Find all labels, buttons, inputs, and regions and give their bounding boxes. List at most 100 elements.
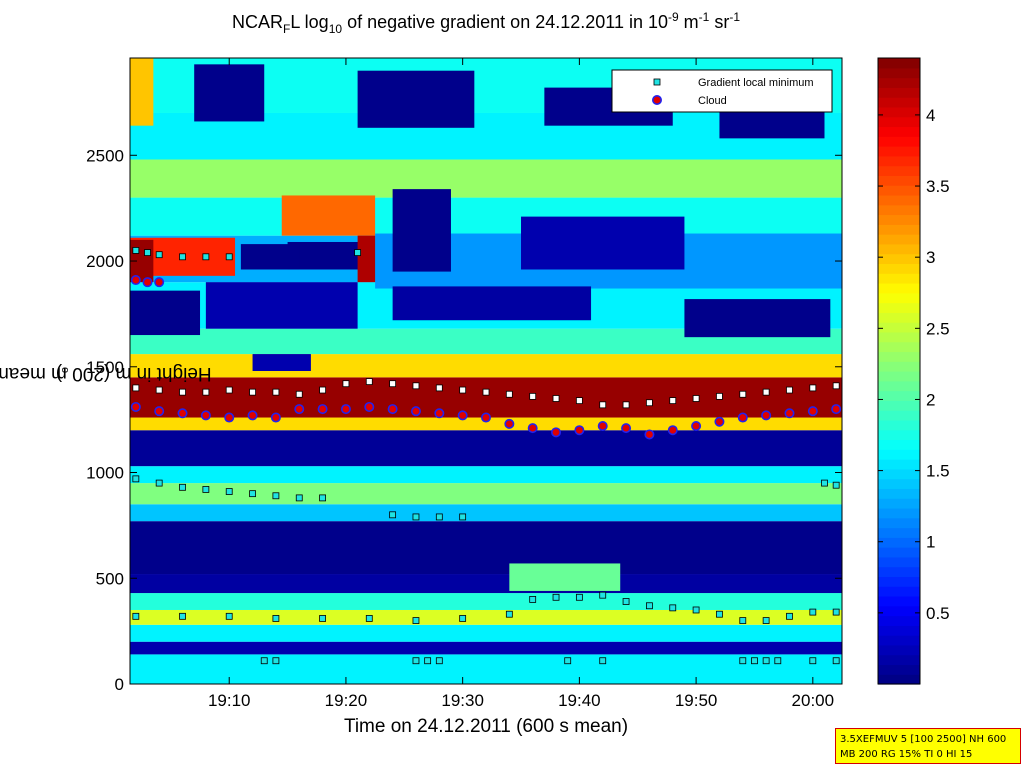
- heatmap: [130, 58, 842, 684]
- cloud-point: [387, 404, 398, 415]
- series-1: [130, 401, 842, 440]
- colorbar-segment: [878, 58, 920, 69]
- colorbar-segment: [878, 126, 920, 137]
- colorbar-segment: [878, 194, 920, 206]
- colorbar-segment: [878, 273, 920, 284]
- heatmap-band-10: [130, 430, 842, 467]
- cloud-point: [142, 277, 153, 288]
- colorbar-segment: [878, 507, 920, 519]
- gradient-min-point: [144, 249, 151, 256]
- y-tick-label: 500: [96, 569, 124, 588]
- gradient-min-point: [716, 610, 723, 618]
- colorbar-tick-label: 3.5: [926, 177, 950, 196]
- colorbar-segment: [878, 576, 920, 587]
- heatmap-band-8: [130, 483, 842, 505]
- heatmap-patch-11: [357, 70, 475, 128]
- plot-frame: [129, 57, 843, 685]
- cloud-point: [551, 427, 562, 438]
- gradient-min-point: [459, 615, 467, 622]
- x-tick-label: 19:40: [558, 691, 601, 710]
- gradient-min-point: [669, 604, 677, 612]
- colorbar-segment: [878, 351, 920, 362]
- colorbar-segment: [878, 77, 920, 88]
- x-tick-label: 20:00: [792, 691, 835, 710]
- colorbar-segment: [878, 439, 920, 450]
- gradient-min-point: [412, 657, 420, 665]
- gradient-min-point: [622, 401, 630, 409]
- heatmap-band-5: [130, 574, 842, 594]
- cloud-point: [130, 401, 141, 412]
- gradient-min-point: [762, 617, 770, 624]
- colorbar-segment: [878, 419, 920, 431]
- cloud-point: [154, 277, 165, 288]
- colorbar: 0.5 1 1.5 2 2.5 3 3.5 4: [877, 57, 950, 685]
- colorbar-segment: [878, 204, 920, 216]
- heatmap-band-7: [130, 504, 842, 522]
- colorbar-segment: [878, 106, 920, 118]
- cloud-point: [294, 404, 305, 415]
- gradient-min-point: [809, 384, 817, 392]
- cloud-point: [317, 404, 328, 415]
- title-part-5: sr: [709, 12, 730, 32]
- gradient-min-point: [179, 388, 186, 396]
- gradient-min-point: [762, 388, 770, 396]
- gradient-min-point: [459, 513, 467, 521]
- gradient-min-point: [272, 388, 280, 396]
- axes: 19:10 19:20 19:30 19:40 19:50 20:00 0 500 1000 15…: [86, 58, 842, 710]
- colorbar-segment: [878, 175, 920, 186]
- cloud-point: [527, 423, 538, 434]
- gradient-min-point: [832, 481, 840, 489]
- cloud-point: [410, 406, 421, 417]
- gradient-min-point: [739, 617, 747, 624]
- gradient-min-point: [365, 615, 373, 622]
- colorbar-segment: [878, 67, 920, 79]
- colorbar-segment: [878, 605, 920, 617]
- heatmap-patch-17: [392, 286, 592, 321]
- cloud-point: [340, 404, 351, 415]
- cloud-point: [691, 420, 702, 431]
- gradient-min-point: [692, 395, 700, 402]
- gradient-min-point: [529, 596, 537, 603]
- colorbar-segment: [878, 136, 920, 147]
- colorbar-segment: [878, 146, 920, 157]
- gradient-min-point: [529, 392, 537, 400]
- cloud-point: [737, 412, 748, 423]
- info-line-2: MB 200 RG 15% TI 0 HI 15: [840, 749, 973, 760]
- gradient-min-point: [751, 657, 758, 665]
- colorbar-segment: [878, 449, 920, 460]
- gradient-min-point: [832, 608, 840, 616]
- title-sub-2: 10: [328, 22, 343, 36]
- y-tick-label: 2500: [86, 146, 124, 165]
- gradient-min-point: [225, 253, 233, 261]
- gradient-min-point: [260, 657, 268, 665]
- gradient-min-point: [202, 253, 210, 261]
- heatmap-band-13: [130, 354, 842, 378]
- cloud-point: [270, 412, 281, 423]
- gradient-min-point: [646, 602, 653, 610]
- series-6: [260, 657, 840, 665]
- info-line-1: 3.5XEFMUV 5 [100 2500] NH 600: [840, 734, 1007, 745]
- gradient-min-point: [132, 475, 140, 483]
- gradient-min-point: [132, 612, 140, 620]
- colorbar-segment: [878, 87, 920, 98]
- colorbar-segment: [878, 371, 920, 382]
- gradient-min-point: [132, 247, 140, 254]
- gradient-min-point: [249, 388, 256, 396]
- colorbar-segment: [878, 341, 920, 353]
- x-tick-label: 19:50: [675, 691, 718, 710]
- gradient-min-point: [622, 598, 630, 605]
- colorbar-segment: [878, 664, 920, 675]
- gradient-min-point: [295, 390, 303, 398]
- gradient-min-point: [342, 380, 350, 388]
- title-part-4: m: [678, 12, 699, 32]
- colorbar-segment: [878, 322, 920, 333]
- gradient-min-point: [424, 657, 432, 665]
- gradient-min-point: [319, 615, 326, 622]
- title-sub-1: F: [282, 22, 291, 36]
- colorbar-segment: [878, 331, 920, 343]
- gradient-min-point: [786, 612, 793, 620]
- colorbar-segment: [878, 312, 920, 323]
- gradient-min-point: [435, 657, 443, 665]
- title-part-2: L log: [290, 12, 329, 32]
